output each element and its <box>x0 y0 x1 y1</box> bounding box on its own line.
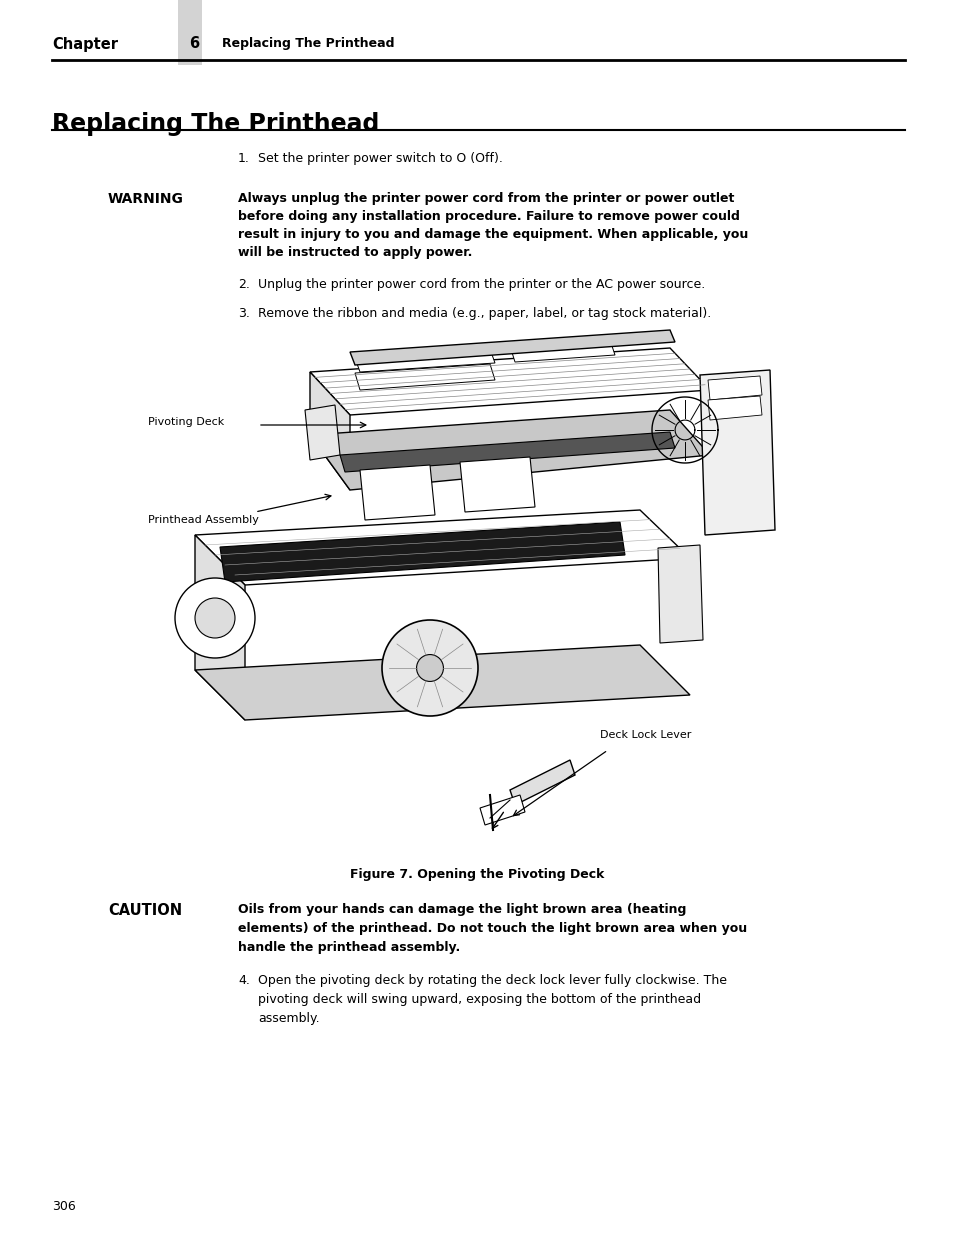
Text: 1.: 1. <box>237 152 250 165</box>
Polygon shape <box>310 410 709 490</box>
Polygon shape <box>194 535 245 720</box>
Text: result in injury to you and damage the equipment. When applicable, you: result in injury to you and damage the e… <box>237 228 747 241</box>
Circle shape <box>174 578 254 658</box>
Polygon shape <box>305 405 339 459</box>
Text: Open the pivoting deck by rotating the deck lock lever fully clockwise. The: Open the pivoting deck by rotating the d… <box>257 974 726 987</box>
Bar <box>178 0 202 65</box>
Text: Replacing The Printhead: Replacing The Printhead <box>222 37 395 51</box>
Circle shape <box>381 620 477 716</box>
Text: Unplug the printer power cord from the printer or the AC power source.: Unplug the printer power cord from the p… <box>257 278 704 291</box>
Polygon shape <box>220 522 624 582</box>
Circle shape <box>194 598 234 638</box>
Polygon shape <box>707 375 761 400</box>
Polygon shape <box>459 457 535 513</box>
Polygon shape <box>355 350 495 372</box>
Text: Deck Lock Lever: Deck Lock Lever <box>599 730 691 740</box>
Text: Always unplug the printer power cord from the printer or power outlet: Always unplug the printer power cord fro… <box>237 191 734 205</box>
Text: pivoting deck will swing upward, exposing the bottom of the printhead: pivoting deck will swing upward, exposin… <box>257 993 700 1007</box>
Text: 4.: 4. <box>237 974 250 987</box>
Text: 2.: 2. <box>237 278 250 291</box>
Text: 3.: 3. <box>237 308 250 320</box>
Text: Pivoting Deck: Pivoting Deck <box>148 417 224 427</box>
Text: Printhead Assembly: Printhead Assembly <box>148 515 258 525</box>
Polygon shape <box>510 760 575 805</box>
Polygon shape <box>700 370 774 535</box>
Text: Chapter: Chapter <box>52 37 118 52</box>
Polygon shape <box>355 364 495 390</box>
Polygon shape <box>339 432 675 472</box>
Polygon shape <box>658 545 702 643</box>
Polygon shape <box>359 466 435 520</box>
Text: will be instructed to apply power.: will be instructed to apply power. <box>237 246 472 259</box>
Polygon shape <box>194 645 689 720</box>
Circle shape <box>416 655 443 682</box>
Text: WARNING: WARNING <box>108 191 184 206</box>
Text: Set the printer power switch to O (Off).: Set the printer power switch to O (Off). <box>257 152 502 165</box>
Text: handle the printhead assembly.: handle the printhead assembly. <box>237 941 459 953</box>
Text: before doing any installation procedure. Failure to remove power could: before doing any installation procedure.… <box>237 210 740 224</box>
Polygon shape <box>707 396 761 420</box>
Polygon shape <box>510 340 615 362</box>
Polygon shape <box>350 330 675 366</box>
Text: elements) of the printhead. Do not touch the light brown area when you: elements) of the printhead. Do not touch… <box>237 923 746 935</box>
Polygon shape <box>194 510 689 585</box>
Text: 306: 306 <box>52 1200 75 1213</box>
Polygon shape <box>310 372 350 490</box>
Text: 6: 6 <box>189 37 199 52</box>
Polygon shape <box>479 795 524 825</box>
Text: Figure 7. Opening the Pivoting Deck: Figure 7. Opening the Pivoting Deck <box>350 868 603 881</box>
Text: Replacing The Printhead: Replacing The Printhead <box>52 112 379 136</box>
Text: CAUTION: CAUTION <box>108 903 182 918</box>
Text: Oils from your hands can damage the light brown area (heating: Oils from your hands can damage the ligh… <box>237 903 685 916</box>
Text: assembly.: assembly. <box>257 1011 319 1025</box>
Polygon shape <box>310 348 709 415</box>
Text: Remove the ribbon and media (e.g., paper, label, or tag stock material).: Remove the ribbon and media (e.g., paper… <box>257 308 711 320</box>
